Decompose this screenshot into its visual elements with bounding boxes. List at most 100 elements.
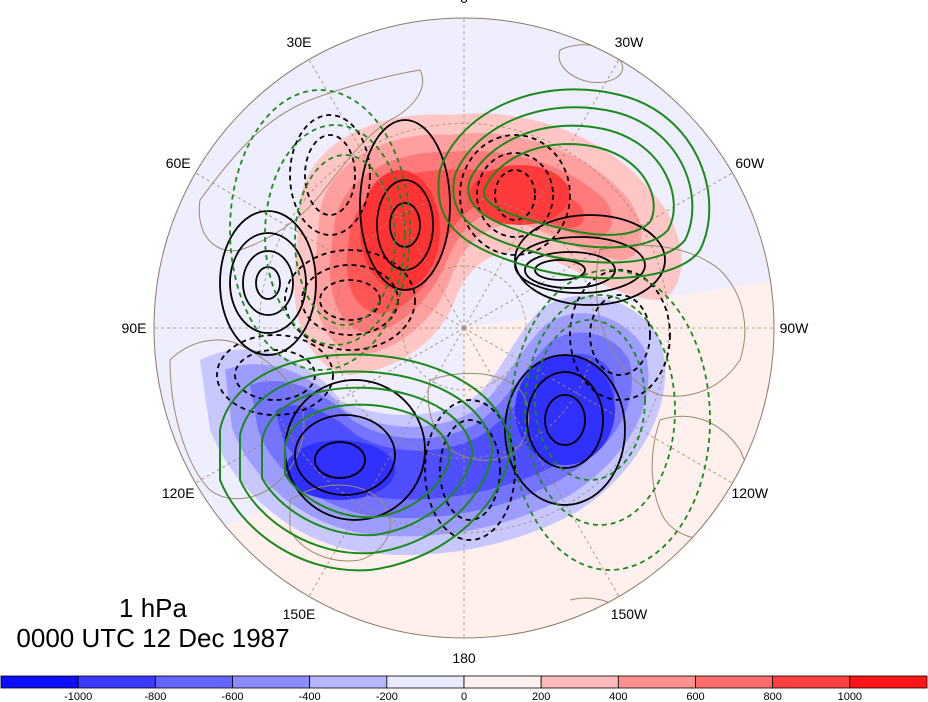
positive-anomaly-shading (294, 113, 682, 376)
black-solid-contour (314, 441, 366, 479)
green-solid-contour (239, 370, 494, 555)
green-solid-contour (467, 124, 675, 249)
black-solid-contour (376, 179, 434, 271)
coast-greenland-canada (595, 244, 746, 397)
map-disk (154, 18, 774, 638)
black-dashed-contour (494, 169, 536, 221)
black-dashed-contour (589, 294, 651, 376)
black-dashed-contour (439, 419, 501, 521)
green-solid-contour (284, 403, 452, 519)
green-dashed-contour (264, 124, 406, 346)
black-dashed-contour (284, 249, 416, 351)
black-solid-contour (359, 119, 451, 291)
colorbar-swatch (154, 675, 233, 689)
longitude-label: 60W (735, 155, 765, 171)
colorbar-swatch (772, 675, 851, 689)
colorbar-swatch (0, 675, 79, 689)
black-solid-contour (526, 371, 604, 469)
green-dashed-contour (229, 89, 411, 371)
black-solid-contour (229, 232, 307, 334)
longitude-labels: 0 30W 60W 90W 120W 150W 180 150E 120E 90E 60E 30E (122, 0, 810, 666)
black-solid-contour (534, 259, 586, 281)
black-solid-contour (514, 214, 666, 306)
colorbar-tick-label: -600 (221, 691, 243, 702)
black-solid-contour (242, 250, 294, 316)
black-dashed-contour (319, 279, 381, 321)
colorbar-tick-label: 400 (609, 691, 627, 702)
colorbar-tick-label: -400 (299, 691, 321, 702)
meridian-line (308, 59, 465, 329)
latitude-circle (258, 122, 670, 534)
colorbar-tick-label: 1000 (838, 691, 862, 702)
meridian-line (195, 172, 465, 329)
green-dashed-contours (229, 89, 711, 571)
green-solid-contour (219, 353, 512, 572)
black-solid-contour (544, 394, 586, 446)
meridian-line (463, 172, 733, 329)
colorbar-swatch (849, 675, 928, 689)
coast-central-asia (169, 339, 305, 500)
coastlines (169, 44, 750, 611)
colorbar-swatch (540, 675, 619, 689)
red-core-1 (360, 170, 440, 290)
longitude-label: 90E (122, 320, 147, 336)
longitude-label: 120E (162, 485, 195, 501)
black-solid-contour (294, 414, 396, 496)
colorbar-tick-label: 800 (763, 691, 781, 702)
colorbar-swatch (617, 675, 696, 689)
green-dashed-contour (534, 319, 646, 481)
colorbar: -1000 -800 -600 -400 -200 0 200 400 600 800 1000 (0, 675, 928, 702)
longitude-label: 90W (780, 320, 810, 336)
green-solid-contour (452, 106, 694, 264)
green-solid-contours (219, 88, 711, 572)
coast-east-asia (289, 484, 391, 562)
black-dashed-contour (216, 334, 334, 416)
pressure-level-label: 1 hPa (119, 593, 187, 623)
longitude-label: 150W (611, 606, 648, 622)
colorbar-tick-label: -200 (376, 691, 398, 702)
longitude-label: 180 (452, 650, 476, 666)
colorbar-tick-label: -1000 (64, 691, 92, 702)
longitude-label: 30W (615, 34, 645, 50)
blue-core-2 (285, 440, 395, 500)
timestamp-label: 0000 UTC 12 Dec 1987 (16, 623, 289, 653)
green-dashed-contour (524, 294, 676, 526)
colorbar-swatch (309, 675, 388, 689)
red-core-2 (470, 165, 570, 225)
longitude-label: 0 (460, 0, 468, 6)
meridian-line (463, 327, 620, 597)
meridian-line (463, 59, 620, 329)
green-solid-contour (483, 143, 655, 236)
colorbar-swatch (77, 675, 156, 689)
longitude-label: 60E (166, 155, 191, 171)
longitude-label: 150E (283, 606, 316, 622)
black-dashed-contour (476, 152, 554, 238)
black-solid-contour (504, 354, 626, 506)
latitude-circle (333, 197, 595, 459)
meridian-line (308, 327, 465, 597)
black-dashed-contour (301, 264, 399, 336)
black-solid-contour (524, 251, 616, 289)
green-solid-contour (261, 386, 474, 537)
green-solid-contour (437, 88, 711, 280)
longitude-label: 30E (287, 34, 312, 50)
black-solid-contours (219, 119, 666, 521)
colorbar-swatch (695, 675, 774, 689)
longitude-label: 120W (732, 485, 769, 501)
green-dashed-contour (294, 154, 396, 326)
colorbar-swatch (463, 675, 542, 689)
colorbar-swatch (386, 675, 465, 689)
colorbar-tick-label: -800 (144, 691, 166, 702)
colorbar-swatch (232, 675, 311, 689)
map-boundary (153, 17, 775, 639)
colorbar-tick-label: 200 (532, 691, 550, 702)
black-dashed-contour (304, 134, 356, 216)
colorbar-tick-label: 0 (461, 691, 467, 702)
black-dashed-contour (289, 114, 371, 236)
meridian-line (463, 327, 733, 484)
green-dashed-contour (509, 269, 711, 571)
colorbar-tick-label: 600 (686, 691, 704, 702)
latitude-circle (401, 265, 527, 391)
